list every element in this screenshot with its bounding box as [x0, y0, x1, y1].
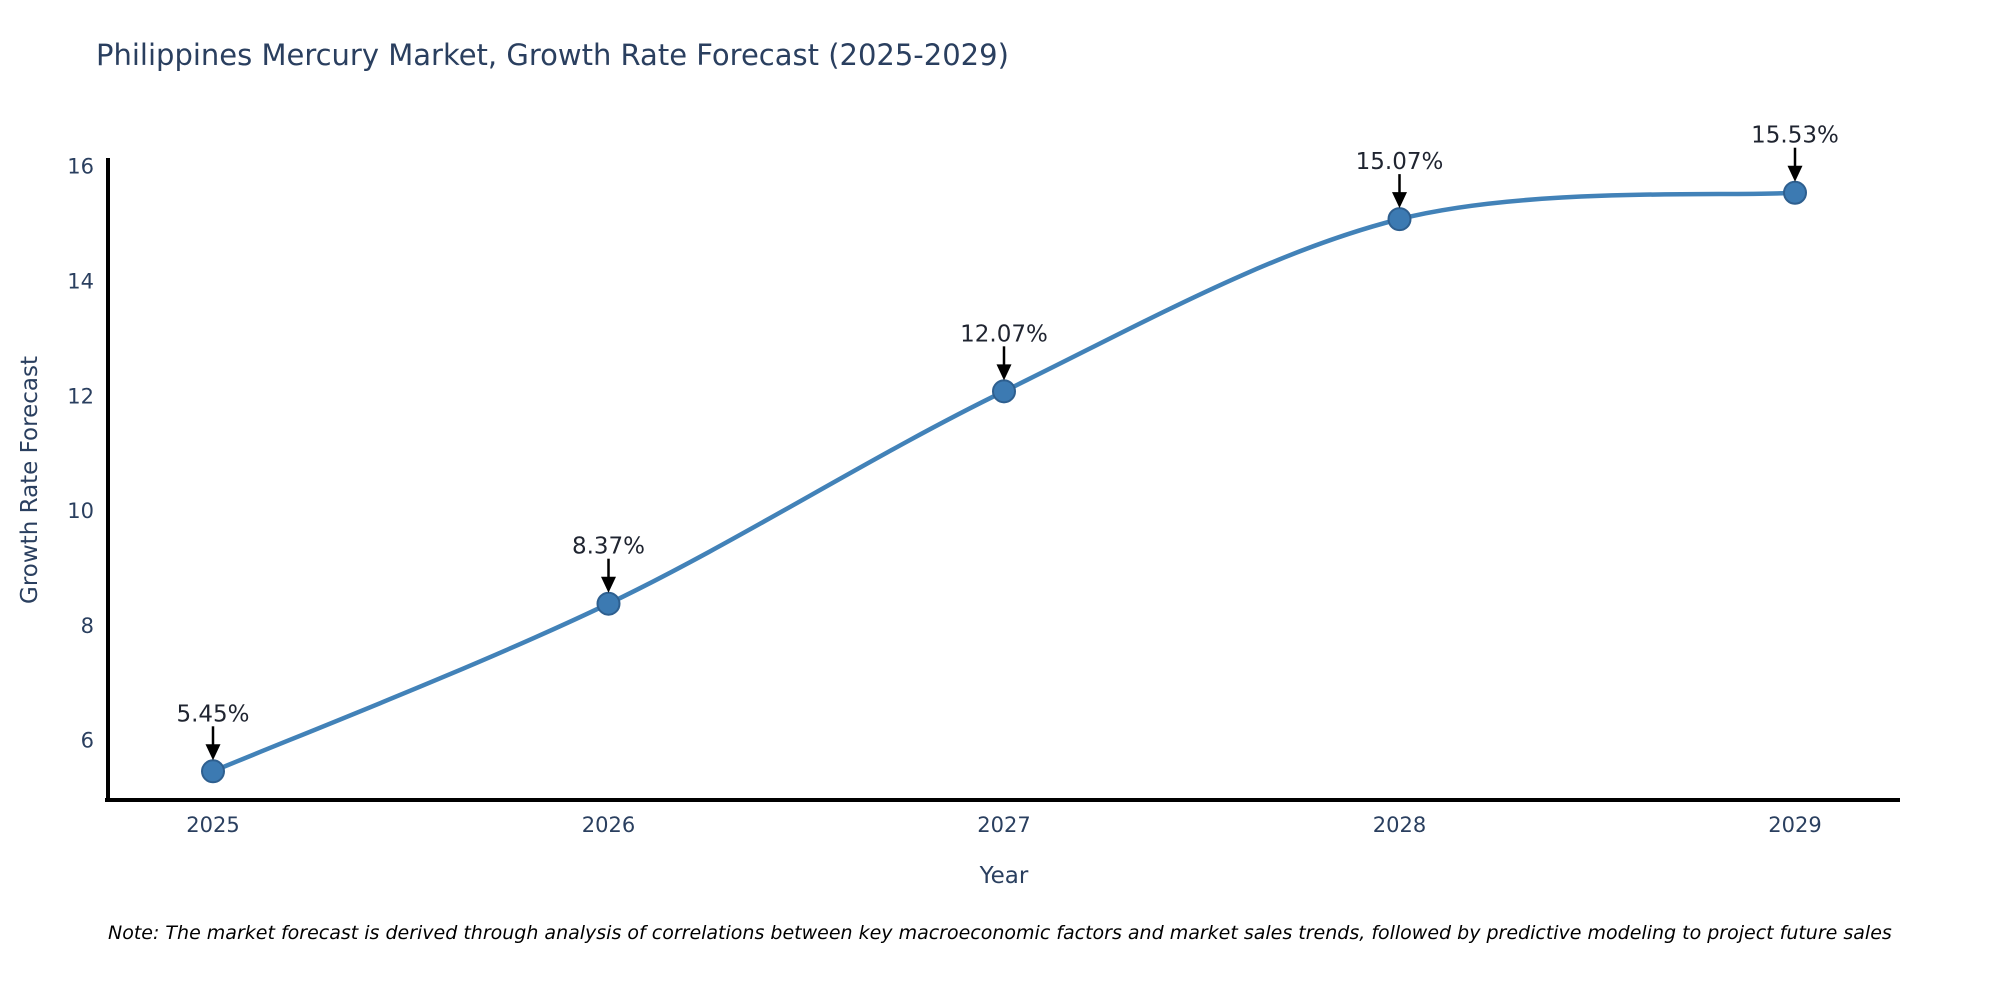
data-point-marker[interactable] — [201, 759, 225, 784]
y-tick-label: 10 — [67, 499, 94, 523]
data-point-label: 5.45% — [176, 701, 249, 727]
y-tick-label: 14 — [67, 270, 94, 294]
annotation-arrowhead — [996, 364, 1012, 381]
data-point-marker[interactable] — [1387, 207, 1412, 232]
y-tick-label: 12 — [67, 384, 94, 408]
data-point-label: 15.07% — [1356, 149, 1444, 175]
y-axis-title: Growth Rate Forecast — [17, 356, 43, 604]
x-axis-title: Year — [979, 863, 1029, 889]
annotation-arrowhead — [601, 576, 616, 593]
annotation-arrowhead — [205, 744, 221, 761]
data-point-marker[interactable] — [596, 591, 621, 616]
y-tick-label: 16 — [67, 155, 94, 179]
x-tick-label: 2028 — [1373, 813, 1426, 837]
x-tick-label: 2026 — [582, 813, 635, 837]
x-tick-label: 2027 — [977, 813, 1030, 837]
data-point-label: 12.07% — [960, 321, 1048, 347]
annotation-arrowhead — [1392, 192, 1407, 209]
data-point-label: 15.53% — [1751, 123, 1839, 149]
footnote: Note: The market forecast is derived thr… — [108, 922, 1892, 944]
y-tick-label: 8 — [81, 614, 94, 638]
forecast-line — [210, 190, 1798, 774]
y-tick-label: 6 — [81, 729, 94, 753]
x-tick-label: 2029 — [1768, 813, 1821, 837]
annotation-arrowhead — [1787, 165, 1803, 182]
x-tick-label: 2025 — [186, 813, 239, 837]
data-point-marker[interactable] — [992, 379, 1016, 404]
data-point-label: 8.37% — [572, 534, 645, 560]
chart-title: Philippines Mercury Market, Growth Rate … — [96, 38, 1009, 72]
data-point-marker[interactable] — [1783, 180, 1807, 205]
